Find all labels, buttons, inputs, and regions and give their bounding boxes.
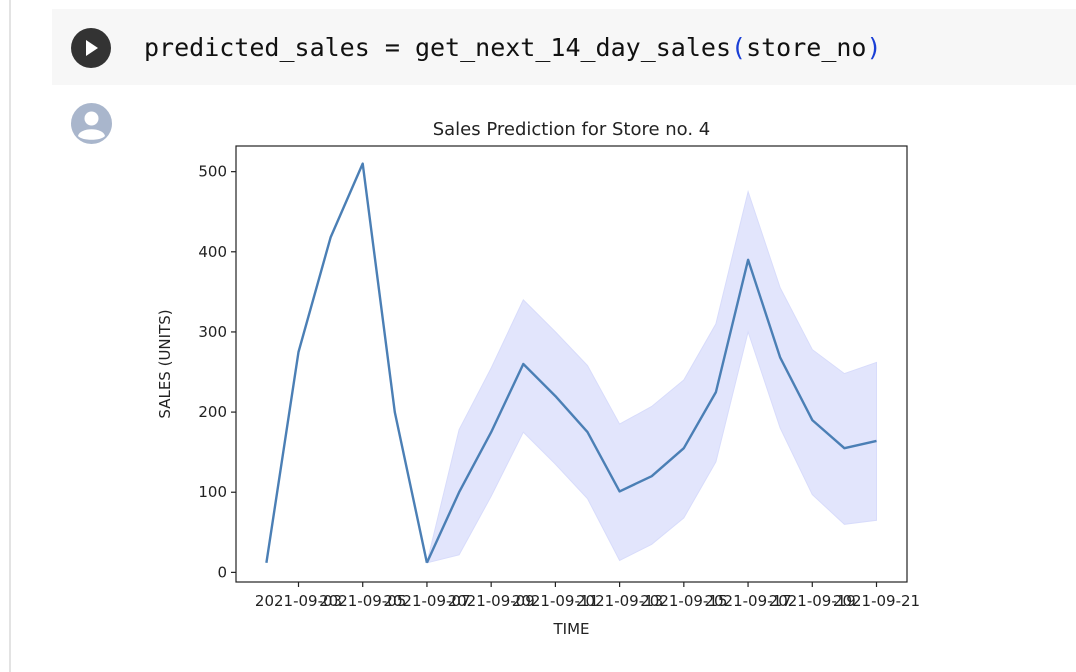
- code-open-paren: (: [731, 33, 747, 62]
- confidence-band: [426, 189, 877, 564]
- y-tick-label: 100: [198, 483, 227, 501]
- y-tick-label: 0: [217, 563, 227, 581]
- x-tick-label: 2021-09-03: [255, 592, 342, 610]
- x-tick-label: 2021-09-07: [383, 592, 470, 610]
- plot-frame: [235, 145, 908, 583]
- cell-gutter-rule: [9, 0, 11, 672]
- x-tick-label: 2021-09-09: [448, 592, 535, 610]
- y-tick-label: 200: [198, 403, 227, 421]
- x-tick-label: 2021-09-11: [512, 592, 599, 610]
- play-icon: [86, 40, 98, 56]
- y-tick-label: 500: [198, 163, 227, 181]
- code-cell[interactable]: [52, 9, 1076, 85]
- code-function: get_next_14_day_sales: [414, 33, 732, 62]
- actual-sales-line: [265, 162, 429, 564]
- y-tick-label: 300: [198, 323, 227, 341]
- code-argument: store_no: [746, 33, 867, 62]
- x-tick-label: 2021-09-05: [319, 592, 406, 610]
- x-tick-label: 2021-09-15: [640, 592, 727, 610]
- code-close-paren: ): [866, 33, 882, 62]
- chart-title: Sales Prediction for Store no. 4: [433, 119, 711, 140]
- y-tick-label: 400: [198, 243, 227, 261]
- code-line[interactable]: predicted_sales = get_next_14_day_sales(…: [144, 31, 882, 65]
- user-avatar-icon: [71, 103, 112, 144]
- x-tick-label: 2021-09-13: [576, 592, 663, 610]
- sales-prediction-chart: 01002003004005002021-09-032021-09-052021…: [156, 119, 920, 638]
- x-tick-label: 2021-09-21: [833, 592, 920, 610]
- run-cell-button[interactable]: [71, 28, 111, 68]
- x-tick-label: 2021-09-19: [769, 592, 856, 610]
- x-axis-label: TIME: [552, 620, 589, 638]
- x-tick-label: 2021-09-17: [704, 592, 791, 610]
- code-variable: predicted_sales: [144, 33, 370, 62]
- y-axis-label: SALES (UNITS): [156, 309, 174, 418]
- code-operator: =: [369, 33, 415, 62]
- predicted-sales-line: [425, 258, 877, 564]
